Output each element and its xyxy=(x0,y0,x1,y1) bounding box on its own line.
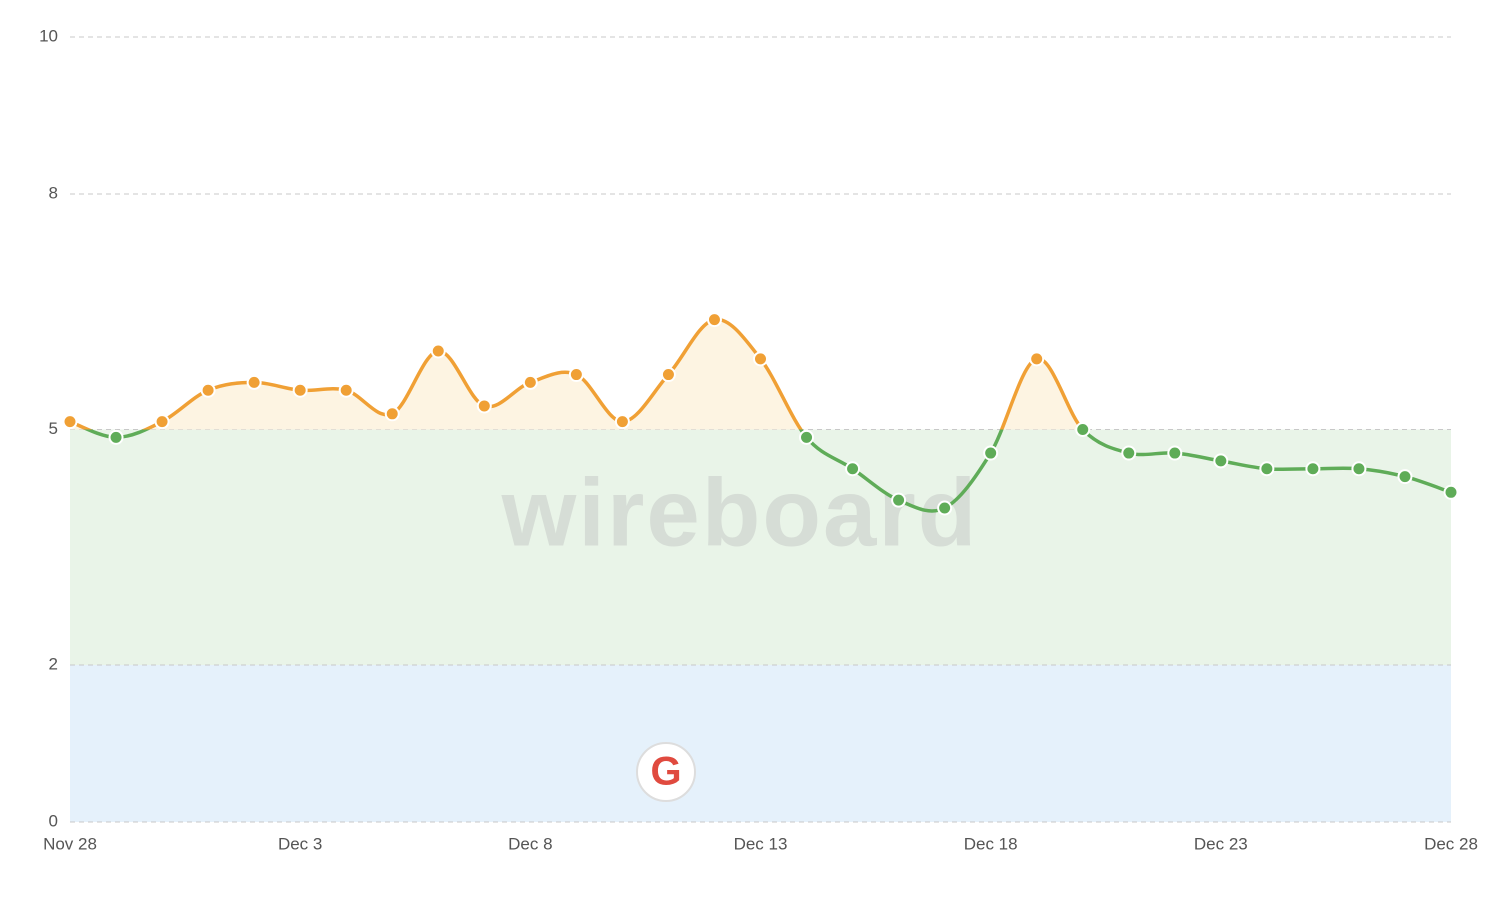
band xyxy=(70,429,1451,665)
x-tick-label: Dec 23 xyxy=(1194,834,1248,853)
band xyxy=(70,665,1451,822)
y-tick-label: 8 xyxy=(49,183,58,202)
point xyxy=(660,367,676,383)
point xyxy=(62,414,78,430)
point xyxy=(246,374,262,390)
point xyxy=(522,374,538,390)
point xyxy=(706,312,722,328)
point xyxy=(983,445,999,461)
point xyxy=(753,351,768,367)
point xyxy=(1351,461,1367,477)
point xyxy=(1259,461,1275,477)
point xyxy=(891,492,907,508)
watermark: wireboard xyxy=(501,459,979,566)
x-tick-label: Nov 28 xyxy=(43,834,97,853)
y-tick-label: 10 xyxy=(39,26,58,45)
y-tick-label: 2 xyxy=(49,654,58,673)
point xyxy=(1121,445,1137,461)
above-area xyxy=(70,319,1451,430)
x-tick-label: Dec 18 xyxy=(964,834,1018,853)
point xyxy=(614,414,630,430)
line-below xyxy=(83,429,1452,513)
point xyxy=(845,461,861,477)
event-marker: G xyxy=(650,750,681,794)
point xyxy=(1213,453,1229,469)
point xyxy=(430,343,446,359)
y-tick-label: 5 xyxy=(49,419,58,438)
point xyxy=(292,382,308,398)
x-tick-label: Dec 8 xyxy=(508,834,552,853)
point xyxy=(568,367,584,383)
point xyxy=(154,414,170,430)
point xyxy=(476,398,492,414)
x-tick-label: Dec 13 xyxy=(734,834,788,853)
y-tick-label: 0 xyxy=(49,811,58,830)
point xyxy=(1029,351,1045,367)
point xyxy=(937,500,953,516)
point xyxy=(200,382,216,398)
point xyxy=(799,429,815,445)
point xyxy=(1075,422,1091,437)
x-tick-label: Dec 28 xyxy=(1424,834,1478,853)
event-marker-bg xyxy=(636,742,696,802)
point xyxy=(1443,484,1459,500)
point xyxy=(1305,461,1321,477)
point xyxy=(1167,445,1183,461)
x-tick-label: Dec 3 xyxy=(278,834,322,853)
point xyxy=(108,429,124,445)
point xyxy=(384,406,400,422)
point xyxy=(338,382,354,398)
point xyxy=(1397,469,1413,485)
